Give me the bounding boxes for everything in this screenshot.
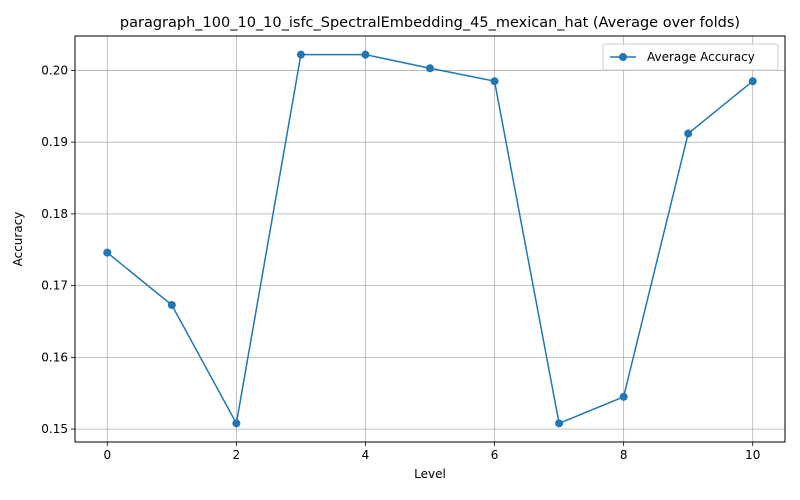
y-tick-label: 0.17 [41,279,68,293]
chart-title: paragraph_100_10_10_isfc_SpectralEmbeddi… [120,15,740,31]
plot-frame [74,35,786,443]
y-tick-label: 0.18 [41,207,68,221]
x-tick-label: 0 [103,448,111,462]
data-point [361,50,370,59]
y-tick-label: 0.19 [41,135,68,149]
series-line [106,53,754,426]
y-axis-label: Accuracy [11,212,25,267]
series [103,50,757,428]
data-point [232,419,241,428]
data-point [748,77,757,86]
legend-box [602,43,779,71]
data-point [684,129,693,138]
x-tick-label: 4 [362,448,370,462]
x-tick-label: 2 [233,448,241,462]
data-point [426,64,434,73]
x-tick-label: 6 [491,448,499,462]
legend-marker-sample [619,53,627,61]
x-axis: 0 2 4 6 8 10 [103,442,760,462]
x-tick-label: 8 [620,448,628,462]
data-point [555,419,564,428]
y-tick-label: 0.20 [41,63,68,77]
x-tick-label: 10 [745,448,760,462]
data-point [490,77,499,86]
legend-entry-average-accuracy: Average Accuracy [647,50,755,64]
data-point [103,248,112,257]
x-axis-label: Level [414,467,446,481]
data-point [619,392,628,401]
data-point [167,300,176,309]
data-point [296,50,305,59]
y-tick-label: 0.15 [41,422,68,436]
grid [75,36,785,442]
legend: Average Accuracy [602,43,779,71]
y-tick-label: 0.16 [41,350,68,364]
y-axis: 0.15 0.16 0.17 0.18 0.19 0.20 [41,63,75,436]
